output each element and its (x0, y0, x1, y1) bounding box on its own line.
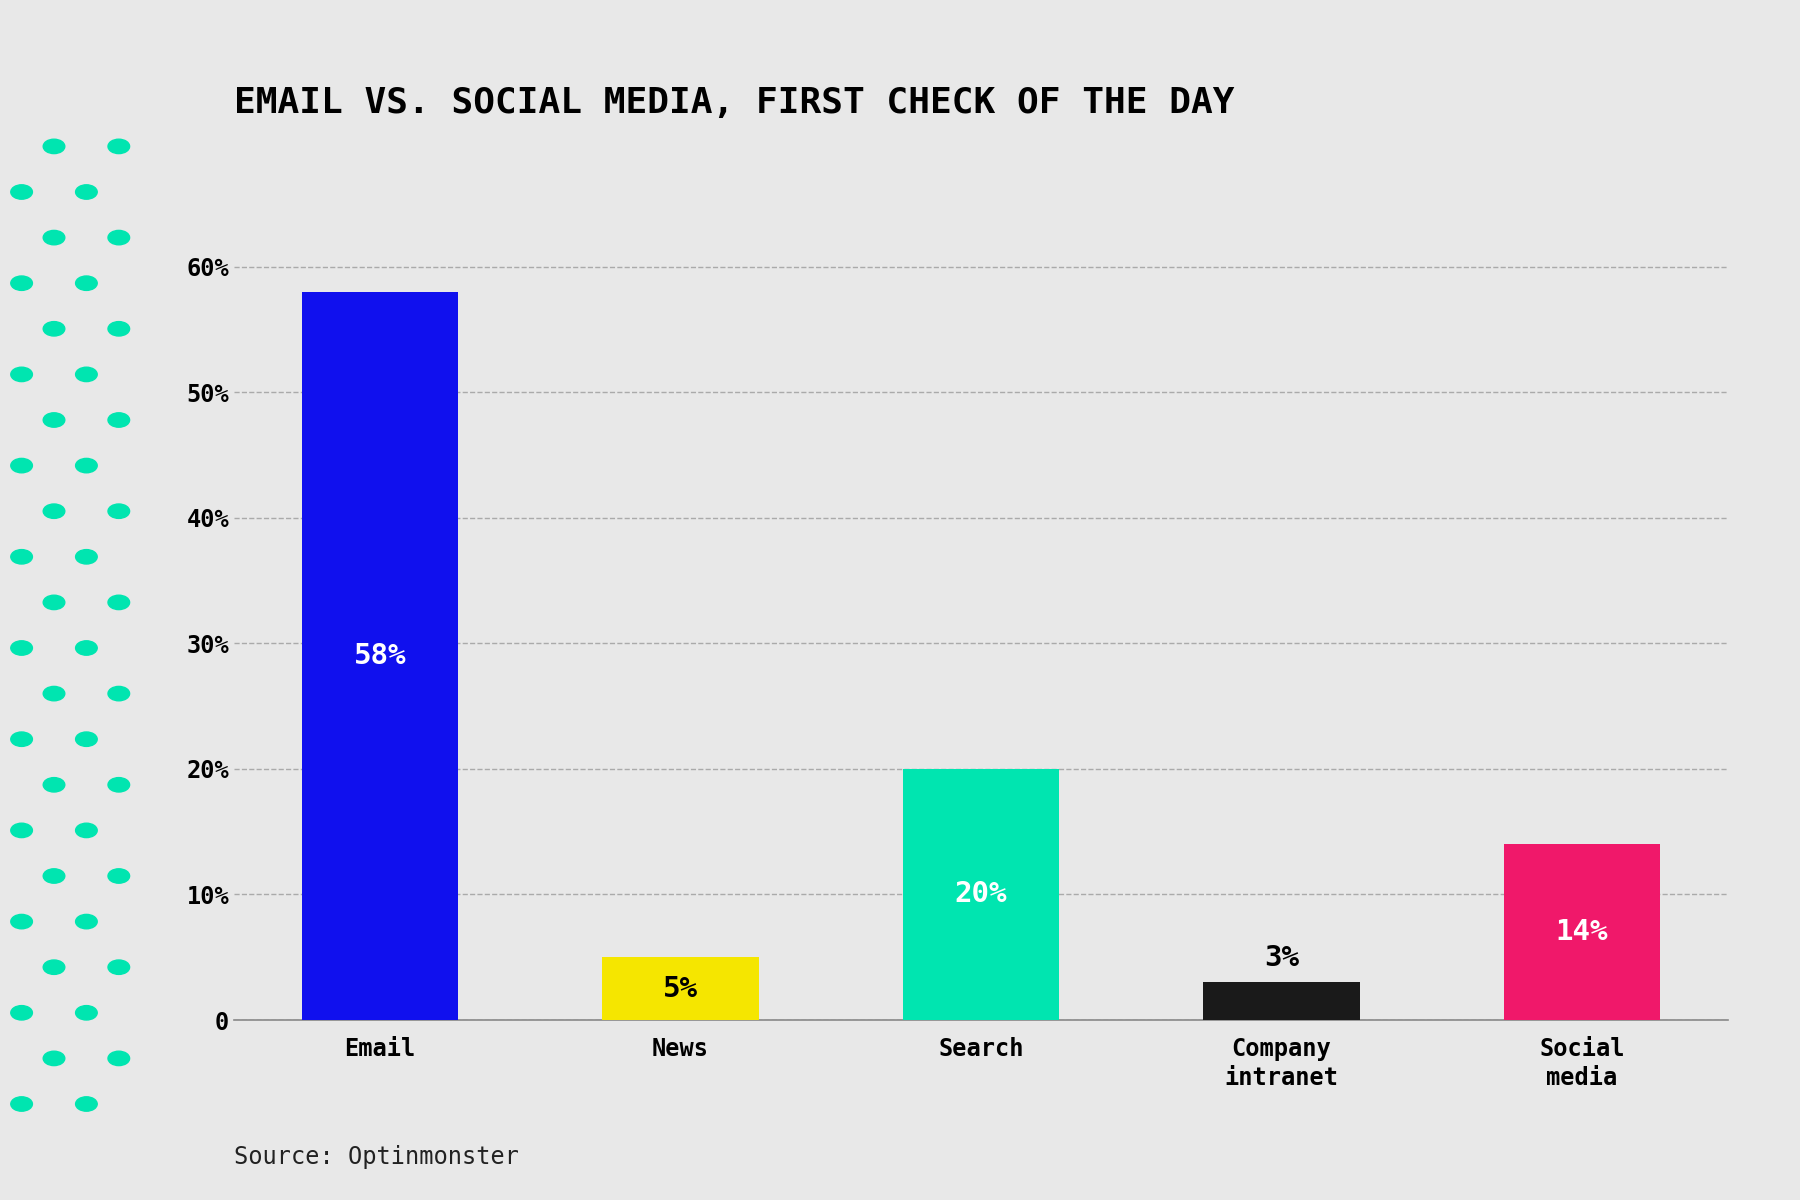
Bar (302, 292, 459, 1020)
Bar (1204, 983, 1359, 1020)
Bar (603, 958, 758, 1020)
Bar (1503, 845, 1660, 1020)
Bar (904, 769, 1058, 1020)
Text: 58%: 58% (355, 642, 407, 670)
Text: 14%: 14% (1555, 918, 1607, 946)
Text: 5%: 5% (662, 974, 698, 1003)
Text: EMAIL VS. SOCIAL MEDIA, FIRST CHECK OF THE DAY: EMAIL VS. SOCIAL MEDIA, FIRST CHECK OF T… (234, 86, 1235, 120)
Text: 20%: 20% (954, 881, 1008, 908)
Text: 3%: 3% (1264, 944, 1300, 972)
Text: Source: Optinmonster: Source: Optinmonster (234, 1145, 518, 1169)
